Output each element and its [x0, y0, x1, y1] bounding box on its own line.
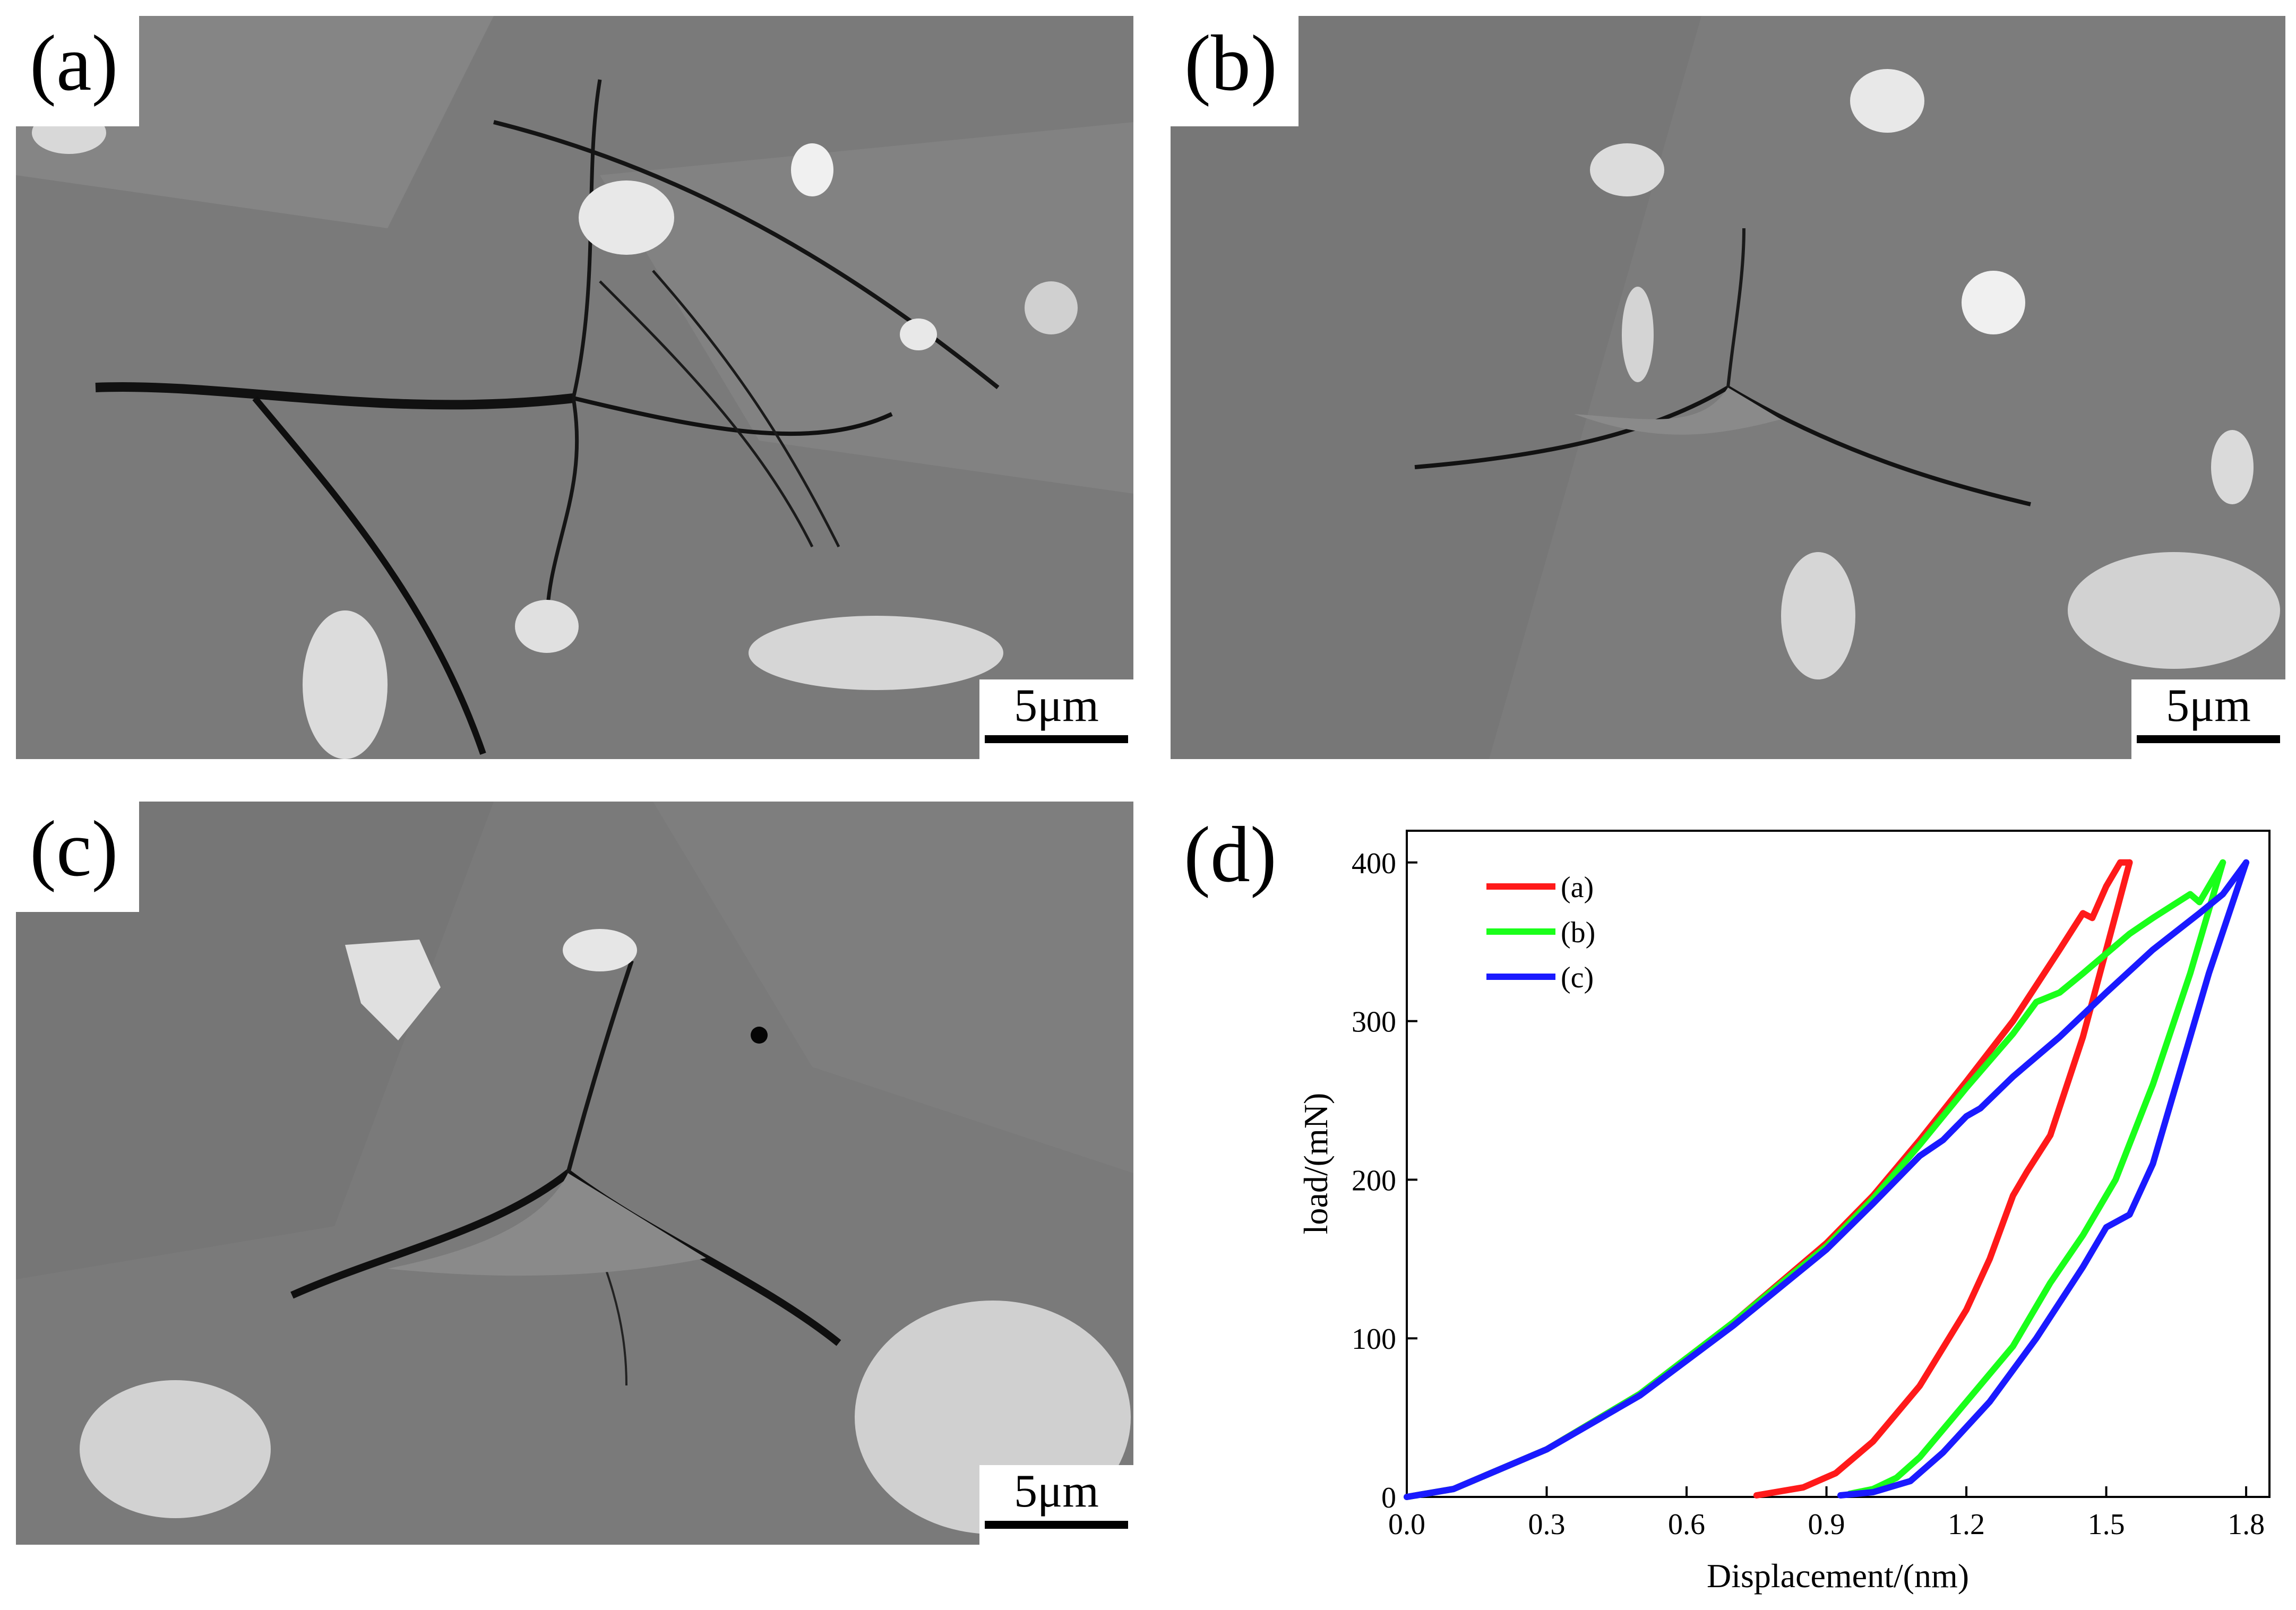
y-tick-label: 400	[1352, 847, 1396, 880]
micrograph-panel-c: (c) 5μm	[16, 802, 1133, 1545]
series-1-loading-line	[1404, 859, 2226, 1500]
x-tick-label: 1.8	[2228, 1508, 2265, 1541]
indentation-crack-image	[1171, 16, 2285, 759]
series-0-unloading-line	[1753, 859, 2133, 1499]
series-1-unloading-line	[1846, 859, 2226, 1497]
indentation-crack-image	[16, 802, 1133, 1545]
scale-bar-label-c: 5μm	[1014, 1466, 1099, 1517]
scale-bar-label-b: 5μm	[2166, 680, 2251, 731]
legend-label-2: (c)	[1561, 961, 1594, 994]
y-axis-label: load/(mN)	[1297, 1093, 1335, 1235]
panel-label-c: (c)	[16, 802, 140, 912]
y-tick-label: 100	[1352, 1323, 1396, 1356]
x-tick-label: 1.5	[2088, 1508, 2125, 1541]
series-2-unloading-line	[1837, 859, 2250, 1499]
scale-bar-c: 5μm	[979, 1465, 1133, 1545]
scale-bar-line-c	[985, 1521, 1128, 1529]
x-tick-label: 0.3	[1528, 1508, 1566, 1541]
scale-bar-line-b	[2137, 735, 2280, 743]
load-displacement-chart: (d) 0.0 0.3 0.6 0.9 1.2 1.5 1.8 0100200300400 …	[1184, 811, 2271, 1595]
indentation-crack-image	[16, 16, 1133, 759]
micrograph-panel-b: (b) 5μm	[1171, 16, 2285, 759]
y-tick-label: 0	[1381, 1482, 1396, 1514]
x-axis-label: Displacement/(nm)	[1707, 1557, 1969, 1595]
panel-label-d: (d)	[1184, 811, 1277, 899]
micrograph-panel-a: (a) 5μm	[16, 16, 1133, 759]
x-tick-label: 0.6	[1668, 1508, 1705, 1541]
series-2-loading-line	[1404, 859, 2250, 1500]
panel-label-a: (a)	[16, 16, 140, 126]
scale-bar-line-a	[985, 735, 1128, 743]
x-tick-label: 1.2	[1948, 1508, 1985, 1541]
y-tick-label: 200	[1352, 1164, 1396, 1197]
x-tick-label: 0.0	[1388, 1508, 1425, 1541]
scale-bar-a: 5μm	[979, 679, 1133, 759]
x-tick-label: 0.9	[1808, 1508, 1845, 1541]
legend-label-1: (b)	[1561, 916, 1595, 949]
scale-bar-label-a: 5μm	[1014, 680, 1099, 731]
panel-label-b: (b)	[1171, 16, 1299, 126]
y-tick-label: 300	[1352, 1006, 1396, 1039]
scale-bar-b: 5μm	[2131, 679, 2285, 759]
legend-label-0: (a)	[1561, 871, 1594, 904]
